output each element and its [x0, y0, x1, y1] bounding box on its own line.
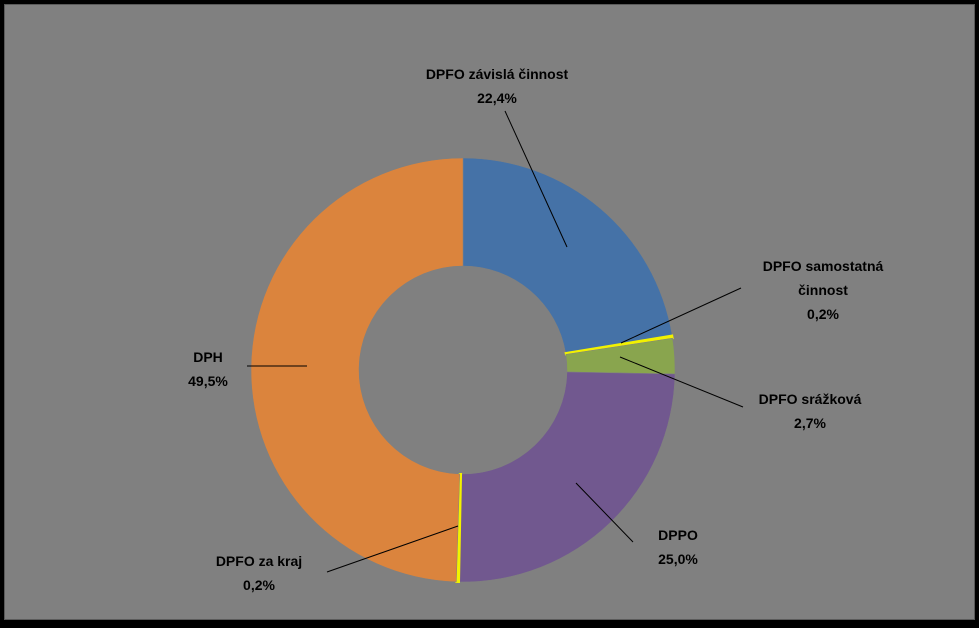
leader-line-1	[620, 287, 742, 344]
slice-value-1: 0,2%	[807, 306, 839, 322]
slice-5	[250, 157, 464, 583]
leader-line-2	[619, 356, 744, 408]
donut-hole	[360, 267, 566, 473]
chart-area: DPFO závislá činnost 22,4% DPFO samostatná…	[4, 4, 975, 620]
slice-value-4: 0,2%	[243, 577, 275, 593]
slice-value-2: 2,7%	[794, 415, 826, 431]
slice-label-5: DPH	[193, 349, 223, 365]
leader-line-4	[326, 525, 459, 573]
slice-label-2: DPFO srážková	[759, 391, 862, 407]
slice-label-3: DPPO	[658, 527, 698, 543]
slice-label-0: DPFO závislá činnost	[426, 66, 569, 82]
labels-group: DPFO závislá činnost 22,4% DPFO samostatná…	[188, 66, 883, 593]
slice-3	[458, 371, 676, 583]
slice-label-4: DPFO za kraj	[216, 553, 302, 569]
leader-line-0	[504, 110, 568, 248]
slice-label-1-line-0: DPFO samostatná	[763, 258, 884, 274]
leader-line-3	[575, 482, 634, 543]
leader-lines-group	[247, 110, 744, 573]
donut-chart: DPFO závislá činnost 22,4% DPFO samostatná…	[188, 66, 883, 593]
slice-0	[462, 157, 673, 354]
slice-value-3: 25,0%	[658, 551, 698, 567]
slice-value-5: 49,5%	[188, 373, 228, 389]
slices-group	[250, 157, 676, 583]
slice-value-0: 22,4%	[477, 90, 517, 106]
slice-label-1-line-1: činnost	[798, 282, 848, 298]
